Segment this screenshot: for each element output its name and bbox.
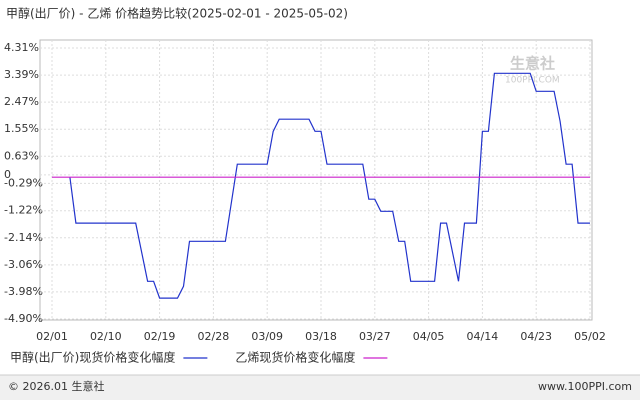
y-tick-label: -1.22% (4, 204, 43, 217)
legend-label: 乙烯现货价格变化幅度 (235, 350, 355, 365)
series-line (69, 72, 590, 299)
y-tick-label: 3.39% (4, 68, 39, 81)
y-tick-label: 2.47% (4, 95, 39, 108)
x-tick-label: 05/02 (574, 330, 606, 343)
chart-title: 甲醇(出厂价) - 乙烯 价格趋势比较(2025-02-01 - 2025-05… (6, 6, 348, 21)
watermark: 生意社 (510, 55, 555, 73)
footer-band (0, 375, 640, 400)
y-tick-label: -0.29% (4, 176, 43, 189)
y-tick-label: -4.90% (4, 312, 43, 325)
x-tick-label: 03/18 (305, 330, 337, 343)
x-tick-label: 03/09 (251, 330, 283, 343)
y-tick-label: -3.06% (4, 258, 43, 271)
footer-left: © 2026.01 生意社 (8, 379, 104, 393)
x-tick-label: 02/01 (36, 330, 68, 343)
y-tick-label: 0 (4, 168, 11, 181)
y-tick-label: 0.63% (4, 149, 39, 162)
footer-right: www.100PPI.com (538, 380, 632, 393)
y-tick-label: 4.31% (4, 41, 39, 54)
x-tick-label: 02/19 (144, 330, 176, 343)
x-tick-label: 02/10 (90, 330, 122, 343)
x-tick-label: 03/27 (359, 330, 391, 343)
x-tick-label: 02/28 (198, 330, 230, 343)
y-tick-label: 1.55% (4, 122, 39, 135)
plot-frame (39, 39, 593, 321)
y-tick-label: -2.14% (4, 231, 43, 244)
x-tick-label: 04/14 (467, 330, 499, 343)
x-tick-label: 04/23 (520, 330, 552, 343)
legend-label: 甲醇(出厂价)现货价格变化幅度 (10, 350, 175, 365)
y-tick-label: -3.98% (4, 285, 43, 298)
x-tick-label: 04/05 (413, 330, 445, 343)
